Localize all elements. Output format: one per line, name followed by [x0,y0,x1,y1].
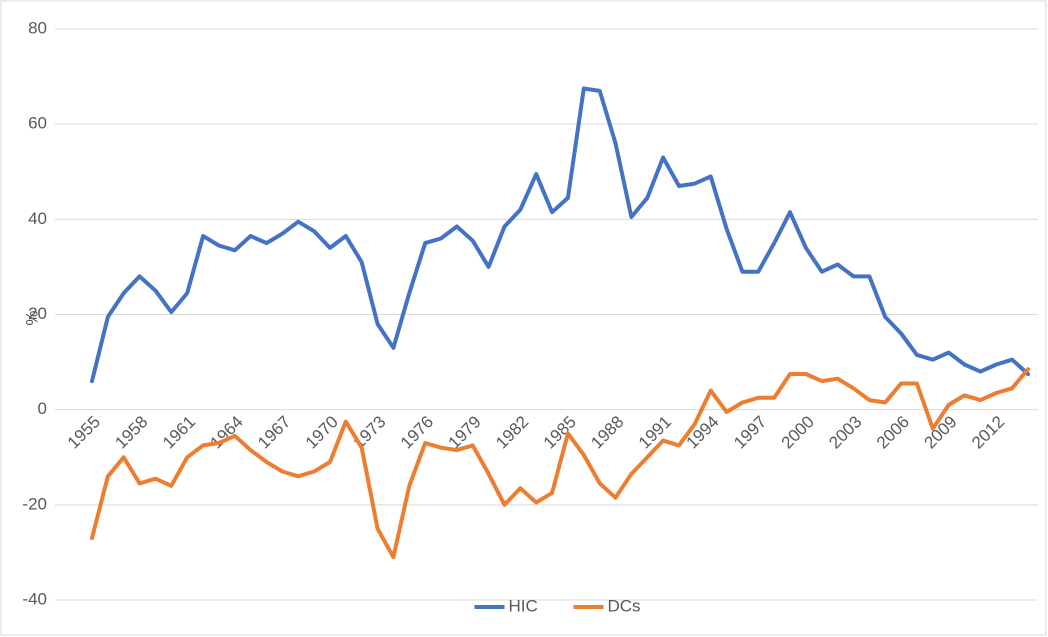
y-tick-label: 80 [28,18,47,37]
y-tick-label: 60 [28,114,47,133]
legend-label: DCs [608,596,641,615]
line-series [90,367,1030,560]
y-axis-label: % [22,310,41,325]
y-tick-label: -20 [22,494,47,513]
y-tick-label: 40 [28,209,47,228]
y-tick-label: 20 [28,304,47,323]
y-tick-label: 0 [38,399,47,418]
legend-label: HIC [509,596,538,615]
line-series [90,86,1030,384]
y-tick-label: -40 [22,589,47,608]
